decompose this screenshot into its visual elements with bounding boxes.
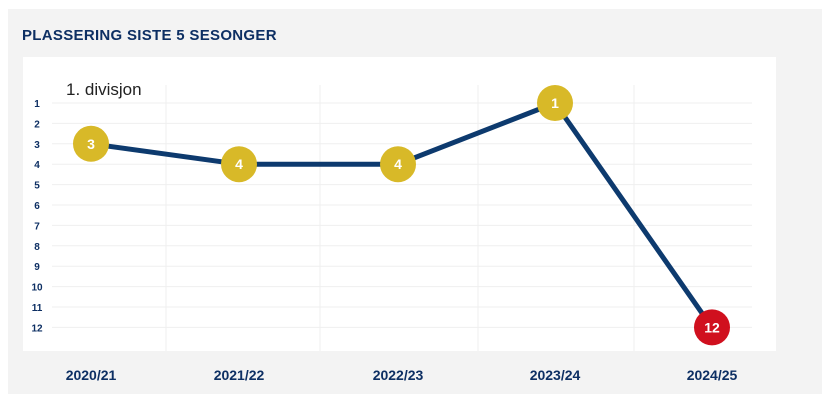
y-tick-label: 1 <box>34 99 40 110</box>
plot-area <box>23 57 776 351</box>
data-point-label: 4 <box>394 156 402 172</box>
division-label: 1. divisjon <box>66 80 142 99</box>
chart-title: PLASSERING SISTE 5 SESONGER <box>22 27 277 44</box>
data-point-marker <box>221 146 257 183</box>
y-tick-label: 10 <box>31 283 43 294</box>
y-tick-label: 12 <box>31 323 43 334</box>
y-tick-label: 4 <box>34 160 40 171</box>
y-tick-label: 9 <box>34 262 40 273</box>
x-tick-label: 2020/21 <box>66 367 117 383</box>
data-point-label: 4 <box>235 156 243 172</box>
data-point-marker <box>73 125 109 162</box>
y-tick-label: 5 <box>34 181 40 192</box>
y-tick-label: 6 <box>34 201 40 212</box>
y-tick-label: 8 <box>34 242 40 253</box>
x-tick-label: 2021/22 <box>214 367 265 383</box>
y-tick-label: 7 <box>34 221 40 232</box>
data-point-marker-highlight <box>694 309 730 346</box>
x-tick-label: 2022/23 <box>373 367 424 383</box>
data-point-label: 3 <box>87 136 95 152</box>
data-point-marker <box>380 146 416 183</box>
series-line <box>88 100 715 330</box>
y-tick-label: 3 <box>34 140 40 151</box>
y-tick-label: 11 <box>32 303 43 314</box>
data-point-label: 12 <box>704 319 720 335</box>
data-point-label: 1 <box>551 95 559 111</box>
x-tick-label: 2024/25 <box>687 367 738 383</box>
x-tick-label: 2023/24 <box>530 367 581 383</box>
data-point-marker <box>537 85 573 121</box>
y-tick-label: 2 <box>34 119 40 130</box>
